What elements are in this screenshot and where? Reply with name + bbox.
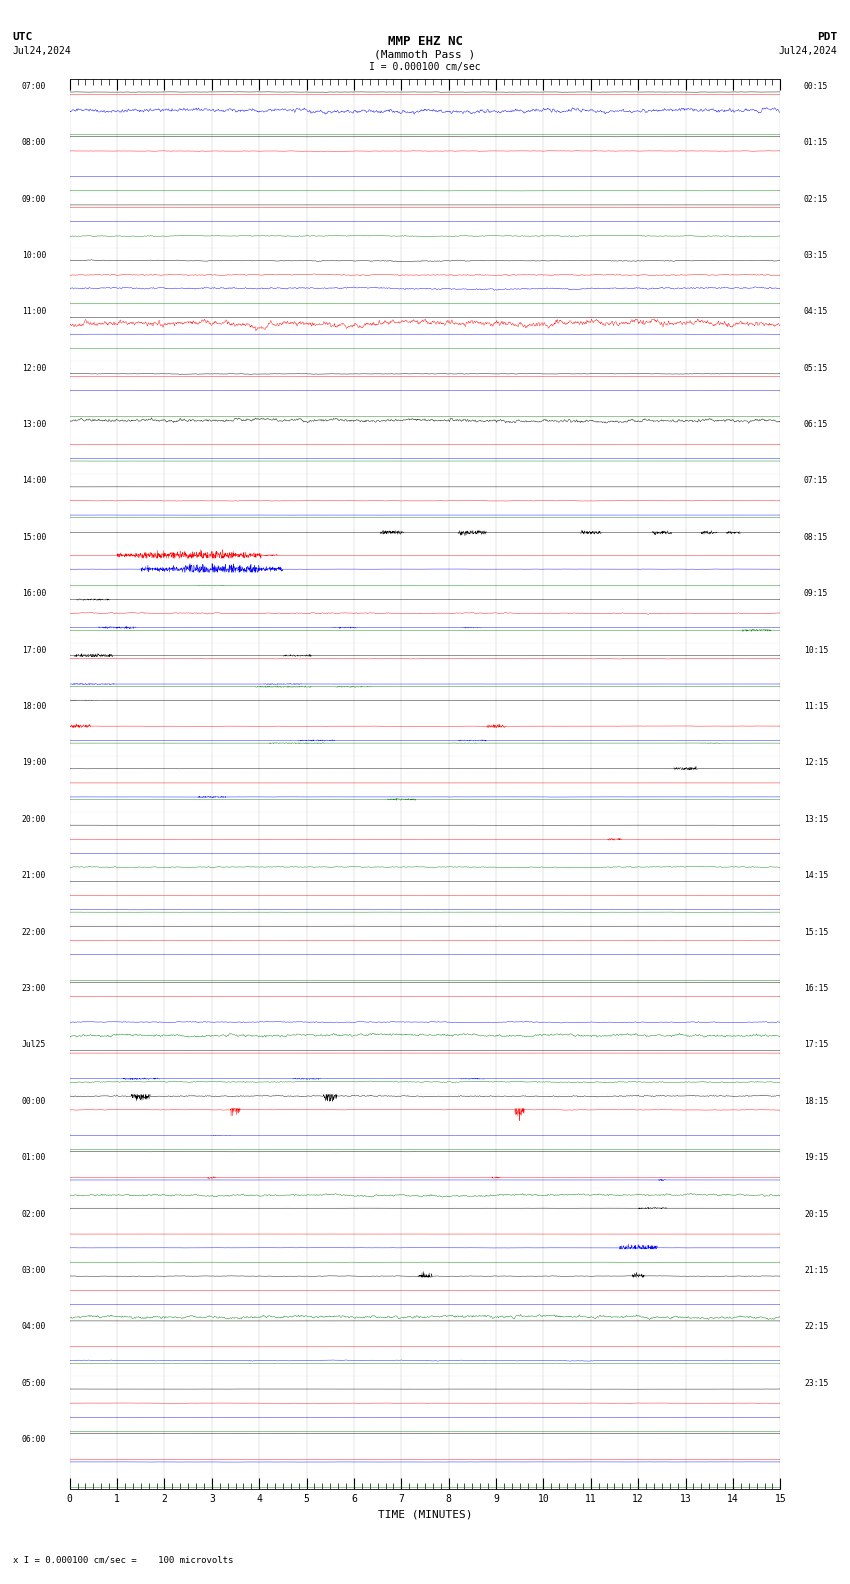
Text: 02:00: 02:00 bbox=[21, 1210, 46, 1218]
Text: 04:15: 04:15 bbox=[804, 307, 829, 317]
Text: 15:00: 15:00 bbox=[21, 532, 46, 542]
Text: 05:00: 05:00 bbox=[21, 1378, 46, 1388]
Text: 11:15: 11:15 bbox=[804, 702, 829, 711]
Text: 07:00: 07:00 bbox=[21, 82, 46, 90]
Text: 05:15: 05:15 bbox=[804, 364, 829, 372]
Text: 15:15: 15:15 bbox=[804, 928, 829, 936]
Text: 03:15: 03:15 bbox=[804, 250, 829, 260]
Text: Jul24,2024: Jul24,2024 bbox=[13, 46, 71, 55]
Text: 17:15: 17:15 bbox=[804, 1041, 829, 1049]
Text: 09:00: 09:00 bbox=[21, 195, 46, 203]
Text: 18:00: 18:00 bbox=[21, 702, 46, 711]
Text: 13:00: 13:00 bbox=[21, 420, 46, 429]
Text: 10:00: 10:00 bbox=[21, 250, 46, 260]
Text: 08:15: 08:15 bbox=[804, 532, 829, 542]
Text: 14:00: 14:00 bbox=[21, 477, 46, 485]
Text: 21:15: 21:15 bbox=[804, 1266, 829, 1275]
Text: 06:15: 06:15 bbox=[804, 420, 829, 429]
Text: 07:15: 07:15 bbox=[804, 477, 829, 485]
Text: 01:00: 01:00 bbox=[21, 1153, 46, 1163]
Text: 02:15: 02:15 bbox=[804, 195, 829, 203]
Text: 16:00: 16:00 bbox=[21, 589, 46, 599]
X-axis label: TIME (MINUTES): TIME (MINUTES) bbox=[377, 1510, 473, 1519]
Text: 12:15: 12:15 bbox=[804, 759, 829, 767]
Text: Jul24,2024: Jul24,2024 bbox=[779, 46, 837, 55]
Text: 22:15: 22:15 bbox=[804, 1323, 829, 1331]
Text: 11:00: 11:00 bbox=[21, 307, 46, 317]
Text: 21:00: 21:00 bbox=[21, 871, 46, 881]
Text: 23:15: 23:15 bbox=[804, 1378, 829, 1388]
Text: 01:15: 01:15 bbox=[804, 138, 829, 147]
Text: 08:00: 08:00 bbox=[21, 138, 46, 147]
Text: 20:15: 20:15 bbox=[804, 1210, 829, 1218]
Text: 04:00: 04:00 bbox=[21, 1323, 46, 1331]
Text: 06:00: 06:00 bbox=[21, 1435, 46, 1445]
Text: 12:00: 12:00 bbox=[21, 364, 46, 372]
Text: PDT: PDT bbox=[817, 32, 837, 41]
Text: (Mammoth Pass ): (Mammoth Pass ) bbox=[374, 49, 476, 59]
Text: 19:15: 19:15 bbox=[804, 1153, 829, 1163]
Text: 19:00: 19:00 bbox=[21, 759, 46, 767]
Text: I = 0.000100 cm/sec: I = 0.000100 cm/sec bbox=[369, 62, 481, 71]
Text: UTC: UTC bbox=[13, 32, 33, 41]
Text: 10:15: 10:15 bbox=[804, 646, 829, 654]
Text: 03:00: 03:00 bbox=[21, 1266, 46, 1275]
Text: 22:00: 22:00 bbox=[21, 928, 46, 936]
Text: 14:15: 14:15 bbox=[804, 871, 829, 881]
Text: MMP EHZ NC: MMP EHZ NC bbox=[388, 35, 462, 48]
Text: x I = 0.000100 cm/sec =    100 microvolts: x I = 0.000100 cm/sec = 100 microvolts bbox=[13, 1555, 233, 1565]
Text: 16:15: 16:15 bbox=[804, 984, 829, 993]
Text: Jul25: Jul25 bbox=[21, 1041, 46, 1049]
Text: 18:15: 18:15 bbox=[804, 1096, 829, 1106]
Text: 13:15: 13:15 bbox=[804, 814, 829, 824]
Text: 09:15: 09:15 bbox=[804, 589, 829, 599]
Text: 20:00: 20:00 bbox=[21, 814, 46, 824]
Text: 17:00: 17:00 bbox=[21, 646, 46, 654]
Text: 00:15: 00:15 bbox=[804, 82, 829, 90]
Text: 00:00: 00:00 bbox=[21, 1096, 46, 1106]
Text: 23:00: 23:00 bbox=[21, 984, 46, 993]
